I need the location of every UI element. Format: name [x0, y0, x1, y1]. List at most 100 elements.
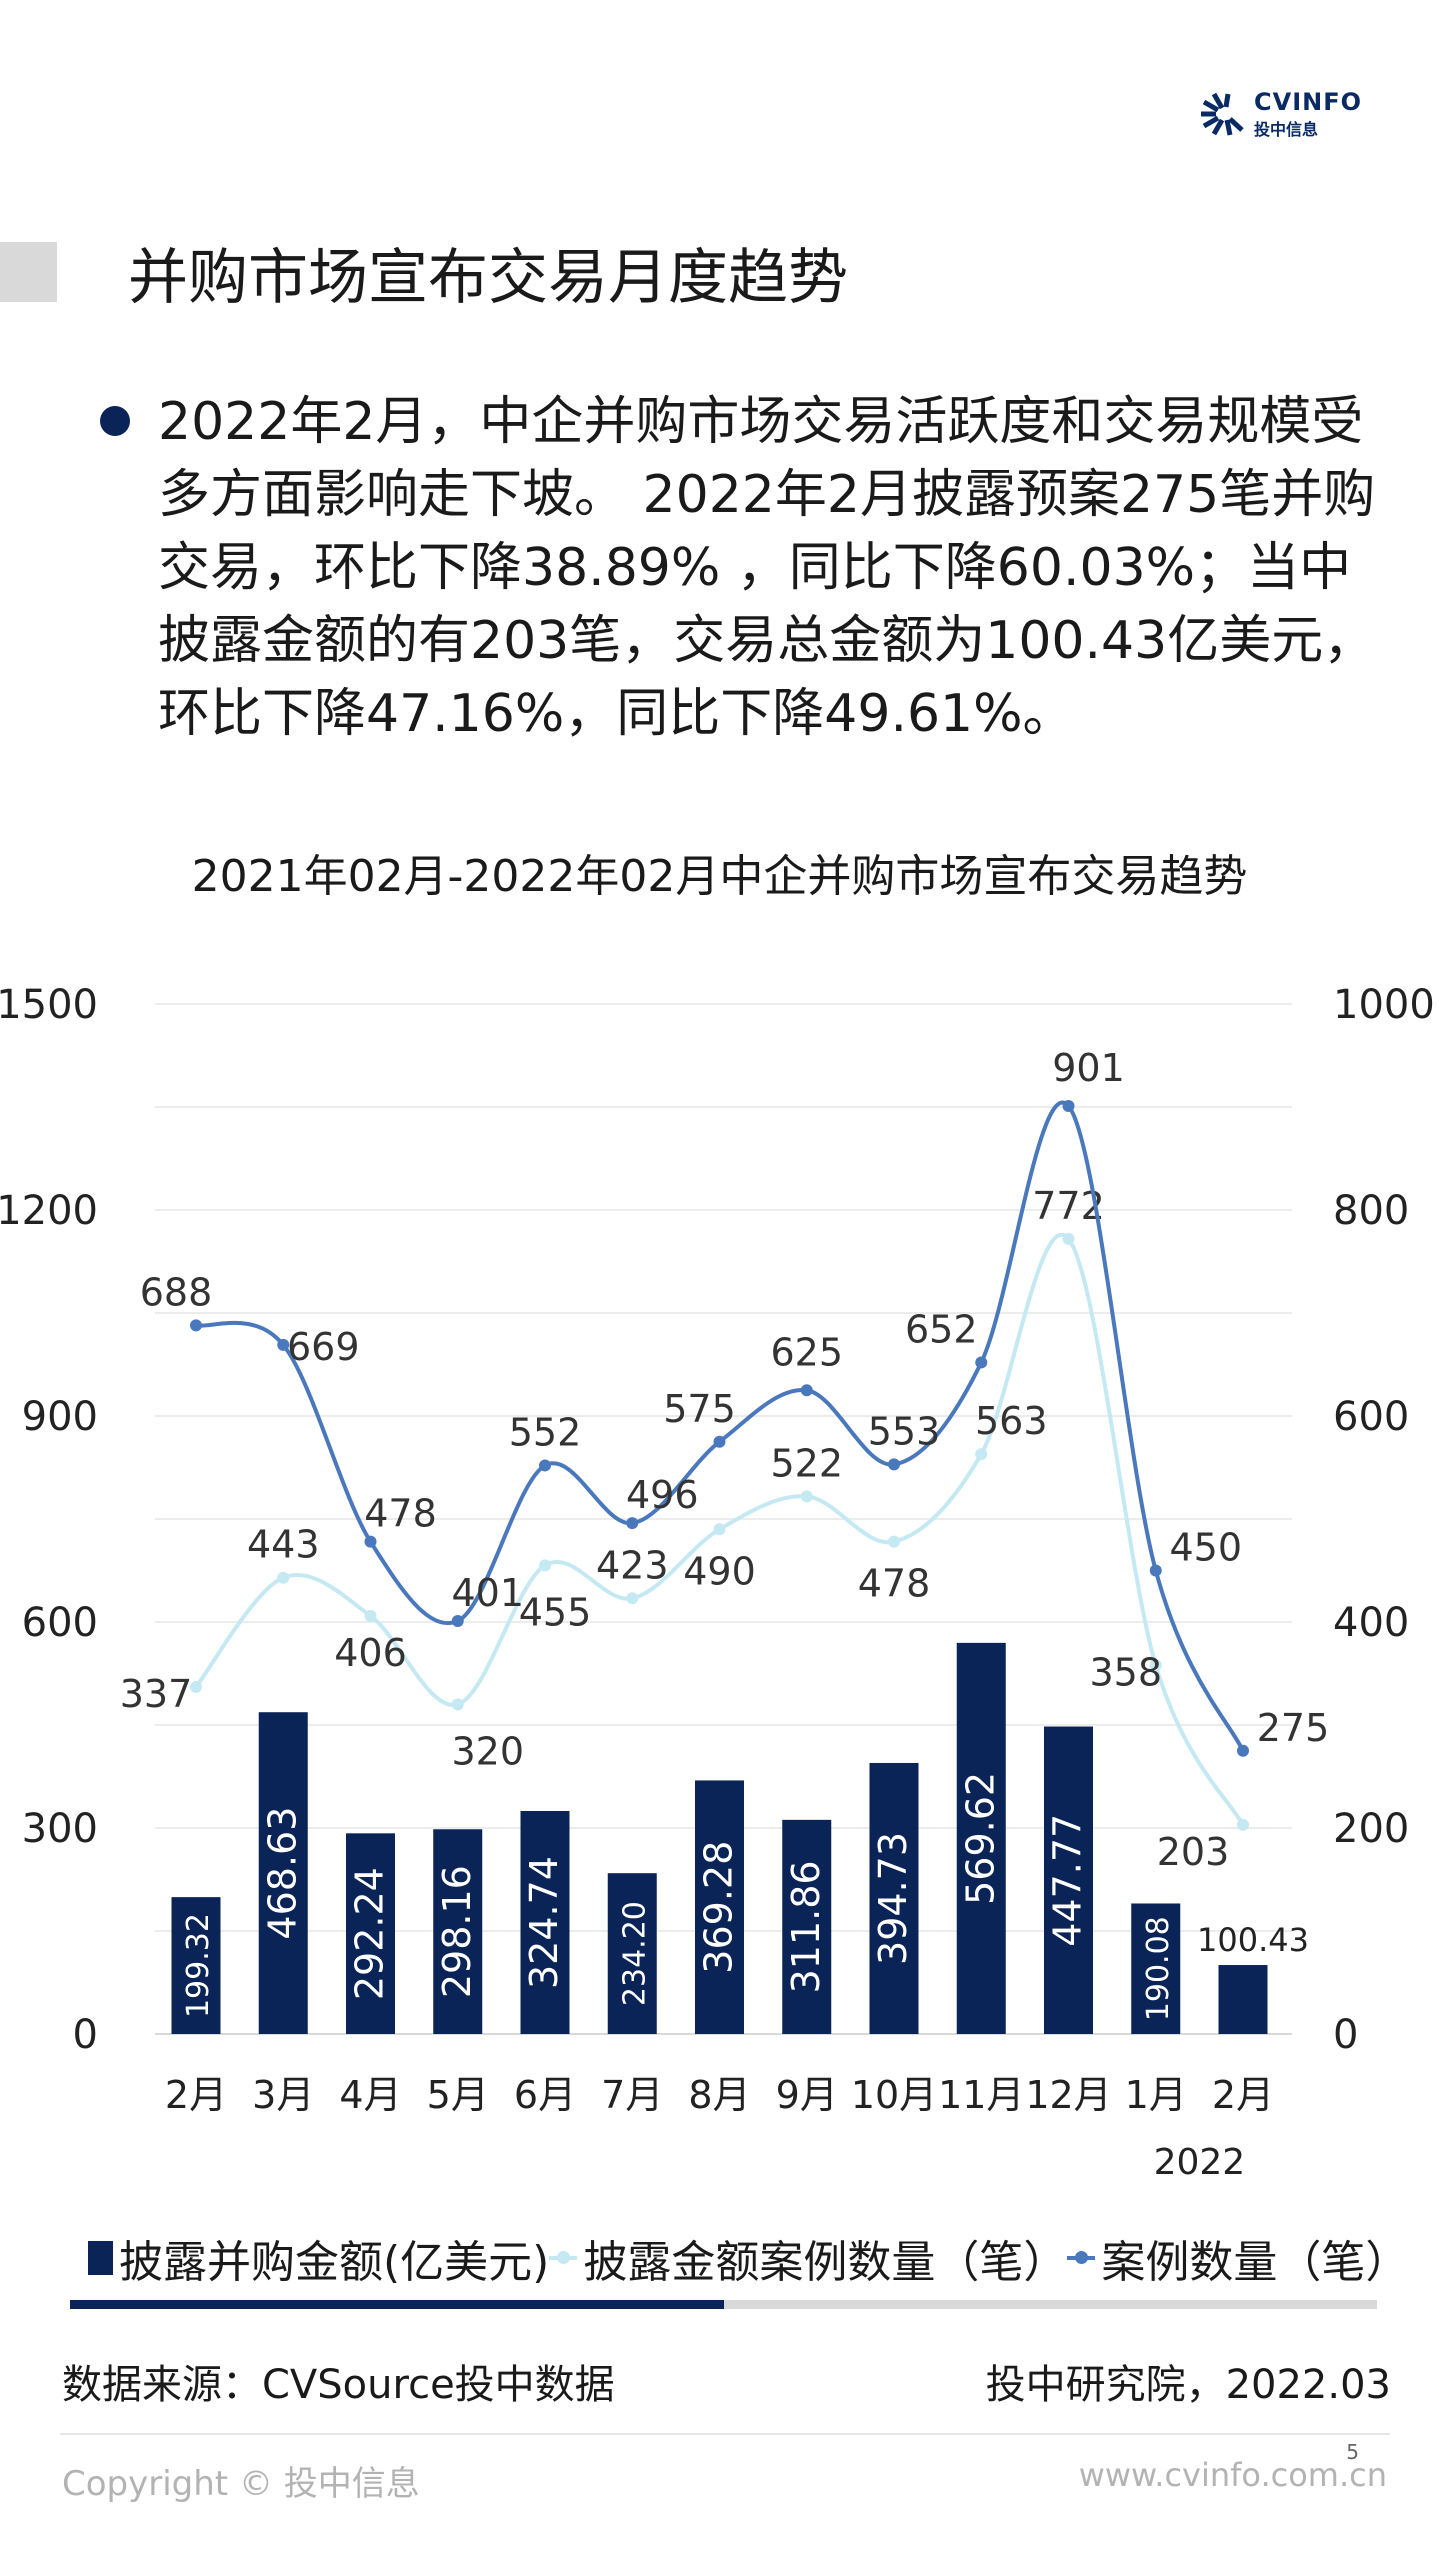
legend-label: 案例数量（笔）: [1101, 2237, 1410, 2288]
line-point: [713, 1523, 726, 1536]
cvinfo-logo: CVINFO 投中信息: [1200, 88, 1362, 140]
left-axis-tick: 1500: [0, 982, 98, 1028]
legend-scrollbar[interactable]: [70, 2300, 1377, 2309]
x-axis-tick: 6月: [514, 2073, 576, 2117]
left-axis-tick: 300: [22, 1806, 98, 1852]
publisher-date: 投中研究院，2022.03: [985, 2362, 1391, 2408]
x-axis-tick: 11月: [938, 2073, 1024, 2117]
line-data-label: 553: [868, 1409, 941, 1453]
series-line-2: [195, 1100, 1245, 1752]
line-point: [1237, 1818, 1249, 1831]
bar: [695, 1780, 744, 2034]
line-data-label: 652: [905, 1307, 978, 1351]
bar-data-label: 311.86: [784, 1860, 828, 1993]
x-axis-tick: 3月: [252, 2073, 314, 2117]
left-axis-tick: 600: [22, 1600, 98, 1646]
bar: [520, 1811, 570, 2034]
x-axis-tick: 2月: [165, 2073, 227, 2117]
x-axis-tick: 2月: [1212, 2073, 1274, 2117]
line-data-label: 320: [451, 1729, 524, 1773]
website-link[interactable]: www.cvinfo.com.cn: [1078, 2456, 1387, 2494]
legend-scrollbar-thumb[interactable]: [70, 2300, 724, 2309]
x-axis-tick: 1月: [1125, 2073, 1187, 2117]
bar-data-label: 324.74: [522, 1856, 566, 1989]
title-accent-block: [0, 242, 57, 302]
line-data-label: 490: [683, 1549, 756, 1593]
bar-swatch-icon: [88, 2241, 113, 2275]
chart-title: 2021年02月-2022年02月中企并购市场宣布交易趋势: [191, 851, 1248, 902]
left-axis-tick: 1200: [0, 1188, 98, 1234]
line-data-label: 401: [451, 1571, 524, 1615]
line-data-label: 478: [858, 1562, 931, 1606]
line-point: [364, 1609, 377, 1622]
right-axis-tick: 200: [1333, 1806, 1409, 1852]
line-data-label: 337: [120, 1672, 193, 1716]
line-point: [888, 1458, 900, 1471]
bar: [869, 1762, 919, 2034]
line-data-label: 496: [626, 1473, 699, 1517]
line-point: [626, 1517, 639, 1530]
bar-data-label: 468.63: [260, 1807, 304, 1940]
x-axis-tick: 10月: [851, 2073, 937, 2117]
bar: [1131, 1903, 1181, 2034]
right-axis-tick: 800: [1333, 1188, 1409, 1234]
logo-text-cn: 投中信息: [1254, 120, 1319, 139]
line-point: [190, 1680, 202, 1693]
line-point: [1062, 1232, 1075, 1245]
line-point: [539, 1459, 551, 1472]
bar-data-label: 447.77: [1046, 1814, 1090, 1947]
bar: [433, 1829, 483, 2034]
line-data-label: 552: [509, 1410, 582, 1454]
line-point: [800, 1384, 813, 1397]
line-data-label: 625: [770, 1330, 843, 1374]
bar-data-label: 569.62: [958, 1772, 1002, 1905]
legend-label: 披露并购金额(亿美元): [119, 2237, 550, 2288]
bar-data-label: 292.24: [348, 1867, 392, 2000]
line-point: [1149, 1659, 1162, 1672]
bullet-icon: [100, 406, 130, 436]
line-data-label: 478: [364, 1492, 437, 1536]
line-data-label: 901: [1052, 1046, 1125, 1090]
legend-label: 披露金额案例数量（笔）: [583, 2237, 1068, 2288]
left-axis-tick: 0: [73, 2012, 98, 2058]
x-axis-tick: 8月: [688, 2073, 750, 2117]
bar: [956, 1642, 1006, 2034]
left-axis-tick: 900: [22, 1394, 98, 1440]
line-data-label: 575: [663, 1387, 736, 1431]
line-point: [1237, 1744, 1249, 1757]
line-data-label: 669: [287, 1325, 360, 1369]
line-point: [539, 1559, 551, 1572]
bar: [1218, 1965, 1268, 2034]
bar: [782, 1819, 832, 2034]
line-swatch-icon: [1067, 2251, 1096, 2264]
bar: [607, 1873, 657, 2034]
bar-data-label: 234.20: [617, 1901, 652, 2006]
line-point: [800, 1490, 813, 1503]
bar: [346, 1833, 395, 2034]
footer-divider: [60, 2433, 1390, 2435]
line-data-label: 423: [596, 1543, 669, 1587]
bar-data-label: 298.16: [435, 1865, 479, 1998]
x-axis-tick: 12月: [1025, 2073, 1111, 2117]
summary-text: 2022年2月，中企并购市场交易活跃度和交易规模受多方面影响走下坡。 2022年…: [158, 392, 1376, 744]
line-point: [713, 1435, 726, 1448]
line-data-label: 450: [1169, 1526, 1242, 1570]
line-data-label: 688: [140, 1270, 213, 1314]
logo-burst-icon: [1201, 92, 1244, 136]
line-point: [1062, 1099, 1075, 1112]
line-point: [1149, 1564, 1162, 1577]
line-point: [451, 1614, 464, 1627]
line-point: [975, 1356, 988, 1369]
bar-data-label: 369.28: [697, 1841, 741, 1974]
legend-item-amount: 披露并购金额(亿美元): [88, 2226, 549, 2290]
page-number: 5: [1346, 2440, 1359, 2464]
line-data-label: 275: [1257, 1706, 1330, 1750]
x-axis-tick: 9月: [776, 2073, 838, 2117]
chart-legend: 披露并购金额(亿美元) 披露金额案例数量（笔） 案例数量（笔）: [88, 2226, 1409, 2290]
x-axis-tick: 7月: [601, 2073, 663, 2117]
line-point: [277, 1338, 290, 1351]
line-point: [975, 1448, 988, 1461]
legend-item-count: 案例数量（笔）: [1067, 2226, 1409, 2290]
data-source: 数据来源：CVSource投中数据: [62, 2362, 615, 2408]
page-title: 并购市场宣布交易月度趋势: [128, 243, 848, 313]
